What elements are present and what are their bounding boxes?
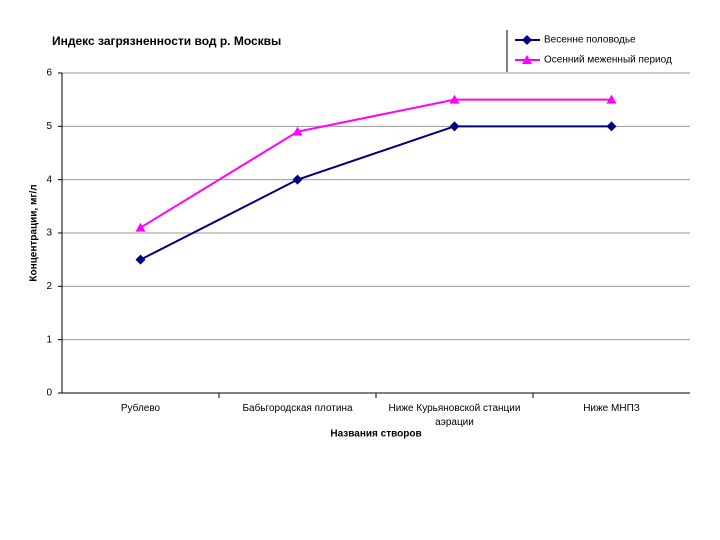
x-tick-label: Бабьгородская плотина bbox=[242, 403, 353, 414]
legend-label: Осенний меженный период bbox=[544, 55, 672, 66]
marker bbox=[522, 35, 532, 45]
legend-label: Весенне половодье bbox=[544, 35, 636, 46]
marker bbox=[135, 222, 146, 232]
y-axis-label: Концентрации, мг/л bbox=[29, 184, 40, 281]
x-tick-label: Рублево bbox=[120, 403, 161, 414]
marker bbox=[449, 121, 460, 132]
y-tick-label: 3 bbox=[46, 228, 52, 239]
chart-title: Индекс загрязненности вод р. Москвы bbox=[52, 34, 281, 48]
x-tick-label: Ниже Курьяновской станции аэрации bbox=[388, 403, 521, 428]
x-axis-label: Названия створов bbox=[330, 429, 421, 440]
marker bbox=[606, 121, 617, 132]
series-line bbox=[140, 125, 612, 261]
marker bbox=[522, 55, 532, 64]
y-tick-label: 1 bbox=[46, 334, 52, 345]
y-tick-label: 2 bbox=[46, 281, 52, 292]
marker bbox=[135, 254, 146, 265]
series-line bbox=[139, 98, 612, 229]
marker bbox=[292, 174, 303, 185]
x-tick-label: Ниже МНПЗ bbox=[583, 403, 640, 414]
marker bbox=[606, 94, 617, 104]
marker bbox=[449, 94, 460, 104]
y-tick-label: 4 bbox=[46, 174, 52, 185]
marker bbox=[292, 126, 303, 136]
y-tick-label: 0 bbox=[46, 388, 52, 399]
y-tick-label: 6 bbox=[46, 68, 52, 79]
y-tick-label: 5 bbox=[46, 121, 52, 132]
